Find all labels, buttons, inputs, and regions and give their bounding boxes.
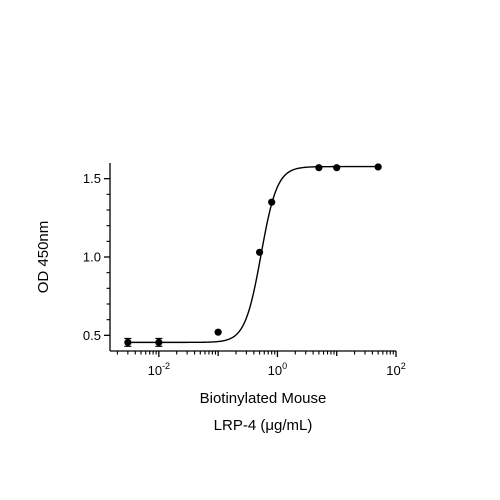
fit-curve — [127, 165, 379, 344]
y-tick-label: 1.5 — [83, 171, 101, 186]
data-point — [214, 328, 222, 336]
data-point — [315, 164, 323, 172]
data-point — [374, 163, 382, 171]
x-tick-label-exponent: -2 — [162, 361, 170, 371]
x-tick-label-base: 10 — [268, 363, 282, 378]
x-tick-label-exponent: 2 — [401, 361, 406, 371]
data-point — [155, 338, 163, 346]
y-tick-label: 1.0 — [83, 250, 101, 265]
data-point — [124, 338, 132, 346]
x-tick-label: 100 — [268, 361, 287, 378]
y-tick-label: 0.5 — [83, 328, 101, 343]
x-tick-label-base: 10 — [386, 363, 400, 378]
x-axis-title-line: LRP-4 (μg/mL) — [214, 417, 313, 434]
data-point — [268, 198, 276, 206]
data-point — [255, 248, 264, 256]
x-tick-label: 102 — [386, 361, 405, 378]
data-point — [333, 164, 341, 172]
x-tick-label-exponent: 0 — [282, 361, 287, 371]
y-axis-title: OD 450nm — [35, 221, 52, 294]
x-tick-label-base: 10 — [148, 363, 162, 378]
x-axis-title-line: Biotinylated Mouse — [200, 390, 327, 407]
x-tick-label: 10-2 — [148, 361, 170, 378]
